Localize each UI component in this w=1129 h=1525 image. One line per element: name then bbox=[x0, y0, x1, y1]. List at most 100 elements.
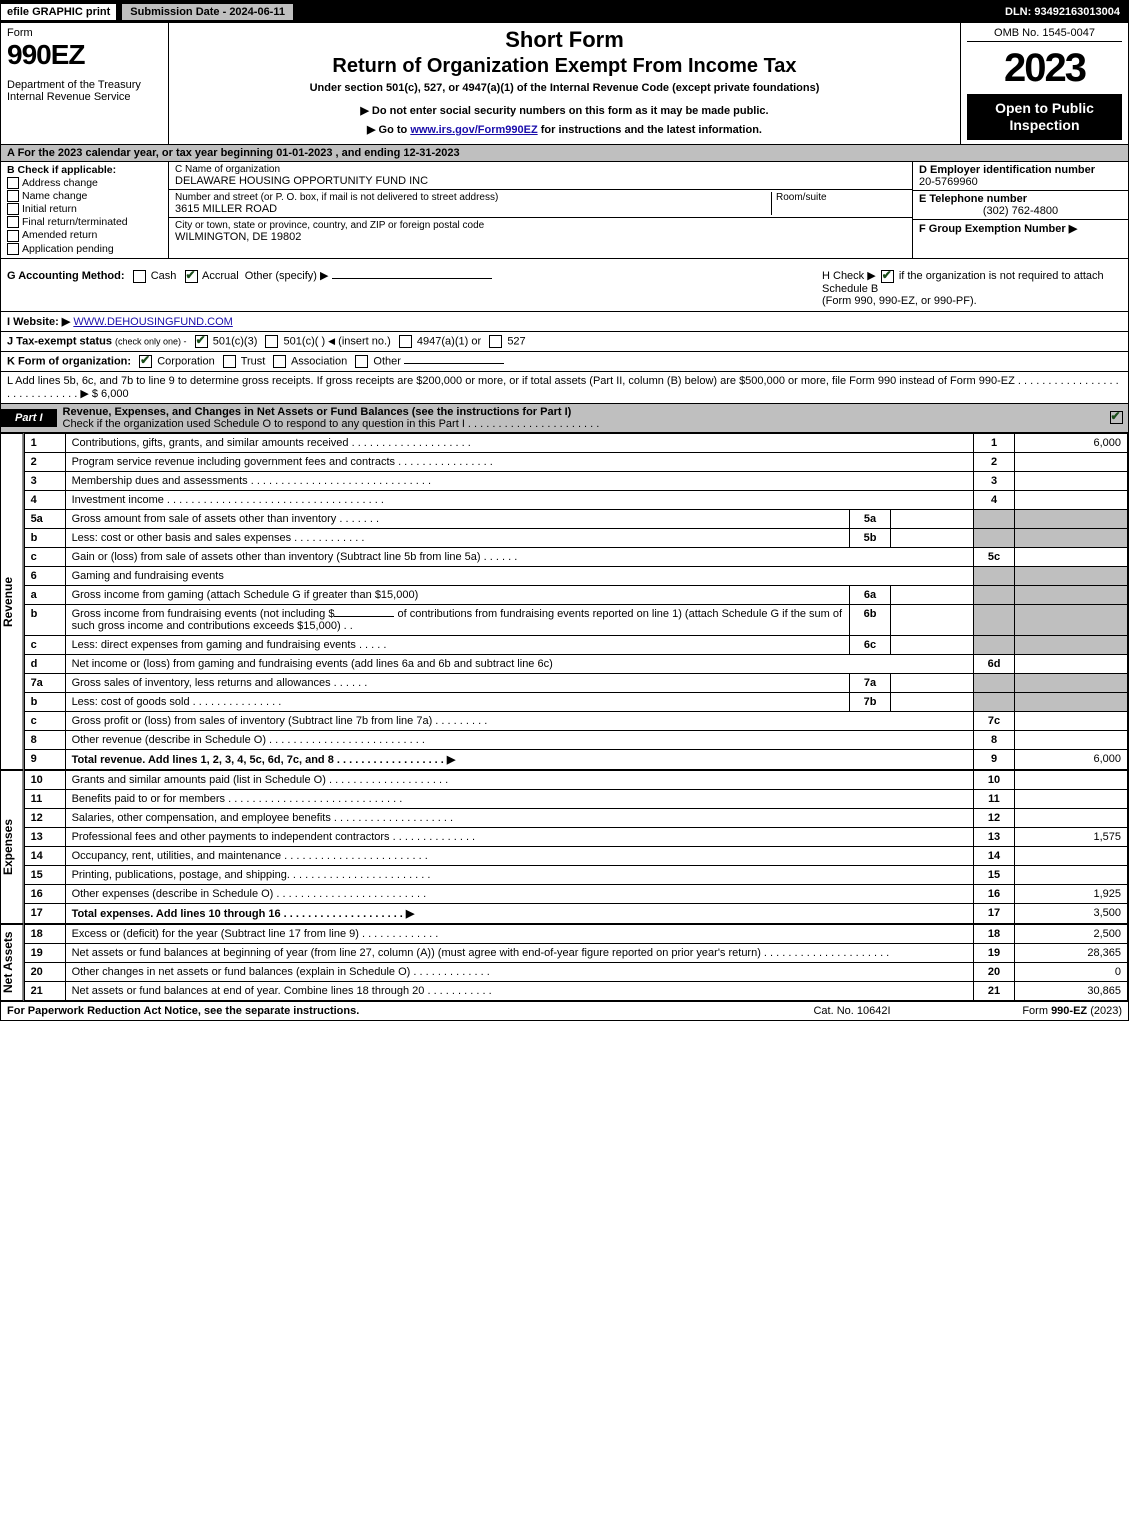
header-right: OMB No. 1545-0047 2023 Open to Public In… bbox=[961, 23, 1128, 144]
l9-text: Total revenue. Add lines 1, 2, 3, 4, 5c,… bbox=[72, 754, 456, 766]
footer-form-num: 990-EZ bbox=[1051, 1005, 1087, 1017]
expenses-vertical-label: Expenses bbox=[1, 770, 24, 924]
b-heading: B Check if applicable: bbox=[7, 164, 116, 176]
checkbox-application-pending[interactable] bbox=[7, 243, 19, 255]
form-header: Form 990EZ Department of the Treasury In… bbox=[1, 23, 1128, 145]
line-1: 1Contributions, gifts, grants, and simil… bbox=[24, 433, 1127, 452]
checkbox-schedule-b[interactable] bbox=[881, 270, 894, 283]
checkbox-amended-return[interactable] bbox=[7, 230, 19, 242]
line-20: 20Other changes in net assets or fund ba… bbox=[24, 962, 1127, 981]
c-city-label: City or town, state or province, country… bbox=[175, 220, 906, 231]
instructions-link-row: ▶ Go to www.irs.gov/Form990EZ for instru… bbox=[179, 123, 950, 136]
expenses-table: 10Grants and similar amounts paid (list … bbox=[24, 770, 1128, 924]
line-15: 15Printing, publications, postage, and s… bbox=[24, 865, 1127, 884]
revenue-vertical-label: Revenue bbox=[1, 433, 24, 770]
d-ein-value: 20-5769960 bbox=[919, 176, 978, 188]
line-6: 6Gaming and fundraising events bbox=[24, 566, 1127, 585]
opt-application-pending: Application pending bbox=[22, 243, 114, 255]
h-text-1: H Check ▶ bbox=[822, 270, 879, 282]
line-8: 8Other revenue (describe in Schedule O) … bbox=[24, 730, 1127, 749]
c-street-label: Number and street (or P. O. box, if mail… bbox=[175, 192, 771, 203]
form-990ez-page: efile GRAPHIC print Submission Date - 20… bbox=[0, 0, 1129, 1021]
h-text-3: (Form 990, 990-EZ, or 990-PF). bbox=[822, 295, 977, 307]
checkbox-address-change[interactable] bbox=[7, 177, 19, 189]
l6b-amount-line[interactable] bbox=[334, 616, 394, 617]
dln-label: DLN: 93492163013004 bbox=[1005, 6, 1128, 18]
line-7b: bLess: cost of goods sold . . . . . . . … bbox=[24, 692, 1127, 711]
line-6c: cLess: direct expenses from gaming and f… bbox=[24, 635, 1127, 654]
line-18: 18Excess or (deficit) for the year (Subt… bbox=[24, 924, 1127, 943]
opt-initial-return: Initial return bbox=[22, 203, 77, 215]
checkbox-501c[interactable] bbox=[265, 335, 278, 348]
ssn-warning: ▶ Do not enter social security numbers o… bbox=[179, 104, 950, 117]
checkbox-schedule-o-part1[interactable] bbox=[1110, 411, 1123, 424]
checkbox-trust[interactable] bbox=[223, 355, 236, 368]
k-label: K Form of organization: bbox=[7, 355, 131, 367]
department-label: Department of the Treasury Internal Reve… bbox=[7, 79, 162, 103]
opt-other-specify: Other (specify) ▶ bbox=[245, 270, 329, 282]
line-4: 4Investment income . . . . . . . . . . .… bbox=[24, 490, 1127, 509]
leftarrow-icon bbox=[328, 335, 335, 347]
irs-link[interactable]: www.irs.gov/Form990EZ bbox=[410, 124, 537, 136]
checkbox-accrual[interactable] bbox=[185, 270, 198, 283]
line-10: 10Grants and similar amounts paid (list … bbox=[24, 770, 1127, 789]
form-number: 990EZ bbox=[7, 39, 162, 71]
checkbox-other-org[interactable] bbox=[355, 355, 368, 368]
checkbox-cash[interactable] bbox=[133, 270, 146, 283]
org-name: DELAWARE HOUSING OPPORTUNITY FUND INC bbox=[175, 175, 906, 187]
line-12: 12Salaries, other compensation, and empl… bbox=[24, 808, 1127, 827]
other-specify-line[interactable] bbox=[332, 278, 492, 279]
opt-association: Association bbox=[291, 355, 347, 367]
row-k-org-form: K Form of organization: Corporation Trus… bbox=[1, 352, 1128, 372]
tax-year: 2023 bbox=[967, 48, 1122, 88]
checkbox-initial-return[interactable] bbox=[7, 203, 19, 215]
checkbox-527[interactable] bbox=[489, 335, 502, 348]
line-5a: 5aGross amount from sale of assets other… bbox=[24, 509, 1127, 528]
opt-4947a1: 4947(a)(1) or bbox=[417, 335, 481, 347]
part-1-title-text: Revenue, Expenses, and Changes in Net As… bbox=[63, 406, 572, 418]
e-phone-label: E Telephone number bbox=[919, 193, 1027, 205]
checkbox-corporation[interactable] bbox=[139, 355, 152, 368]
line-3: 3Membership dues and assessments . . . .… bbox=[24, 471, 1127, 490]
checkbox-name-change[interactable] bbox=[7, 190, 19, 202]
goto-prefix: ▶ Go to bbox=[367, 124, 410, 136]
net-assets-section: Net Assets 18Excess or (deficit) for the… bbox=[1, 924, 1128, 1001]
section-bcdef: B Check if applicable: Address change Na… bbox=[1, 162, 1128, 259]
footer-form-pre: Form bbox=[1022, 1005, 1051, 1017]
efile-print-label[interactable]: efile GRAPHIC print bbox=[1, 4, 116, 20]
h-schedule-b: H Check ▶ if the organization is not req… bbox=[822, 269, 1122, 307]
row-a-tax-year: A For the 2023 calendar year, or tax yea… bbox=[1, 145, 1128, 162]
part-1-label: Part I bbox=[1, 409, 57, 427]
line-7a: 7aGross sales of inventory, less returns… bbox=[24, 673, 1127, 692]
opt-trust: Trust bbox=[241, 355, 266, 367]
footer-cat-no: Cat. No. 10642I bbox=[762, 1005, 942, 1017]
line-6b: bGross income from fundraising events (n… bbox=[24, 604, 1127, 635]
g-accounting-method: G Accounting Method: Cash Accrual Other … bbox=[7, 269, 822, 307]
g-label: G Accounting Method: bbox=[7, 270, 125, 282]
e-phone-value: (302) 762-4800 bbox=[919, 205, 1122, 217]
line-5b: bLess: cost or other basis and sales exp… bbox=[24, 528, 1127, 547]
row-l-gross-receipts: L Add lines 5b, 6c, and 7b to line 9 to … bbox=[1, 372, 1128, 404]
open-to-public-badge: Open to Public Inspection bbox=[967, 94, 1122, 140]
j-sub: (check only one) - bbox=[115, 336, 187, 346]
row-i-website: I Website: ▶ WWW.DEHOUSINGFUND.COM bbox=[1, 312, 1128, 332]
checkbox-501c3[interactable] bbox=[195, 335, 208, 348]
part-1-title: Revenue, Expenses, and Changes in Net As… bbox=[57, 404, 1104, 432]
line-19: 19Net assets or fund balances at beginni… bbox=[24, 943, 1127, 962]
net-assets-table: 18Excess or (deficit) for the year (Subt… bbox=[24, 924, 1128, 1001]
l-text: L Add lines 5b, 6c, and 7b to line 9 to … bbox=[7, 375, 1119, 400]
c-name-label: C Name of organization bbox=[175, 164, 906, 175]
website-link[interactable]: WWW.DEHOUSINGFUND.COM bbox=[73, 316, 232, 328]
checkbox-4947a1[interactable] bbox=[399, 335, 412, 348]
opt-amended-return: Amended return bbox=[22, 229, 97, 241]
other-org-line[interactable] bbox=[404, 363, 504, 364]
opt-name-change: Name change bbox=[22, 190, 87, 202]
checkbox-final-return[interactable] bbox=[7, 216, 19, 228]
header-left: Form 990EZ Department of the Treasury In… bbox=[1, 23, 169, 144]
line-5c: cGain or (loss) from sale of assets othe… bbox=[24, 547, 1127, 566]
revenue-section: Revenue 1Contributions, gifts, grants, a… bbox=[1, 433, 1128, 770]
expenses-section: Expenses 10Grants and similar amounts pa… bbox=[1, 770, 1128, 924]
checkbox-association[interactable] bbox=[273, 355, 286, 368]
page-footer: For Paperwork Reduction Act Notice, see … bbox=[1, 1001, 1128, 1020]
col-def: D Employer identification number 20-5769… bbox=[913, 162, 1128, 258]
